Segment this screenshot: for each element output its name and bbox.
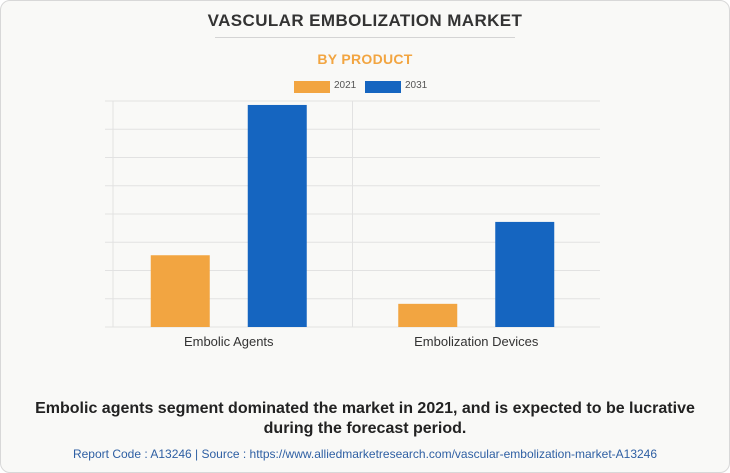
x-tick-label: Embolic Agents xyxy=(184,334,274,349)
legend-label-2021: 2021 xyxy=(334,80,357,91)
bar-2021-embolization-devices xyxy=(398,303,458,327)
x-tick-label: Embolization Devices xyxy=(414,334,539,349)
bar-2021-embolic-agents xyxy=(150,255,210,327)
legend-swatch-2031 xyxy=(365,81,401,93)
legend: 2021 2031 xyxy=(0,79,730,95)
chart-title: VASCULAR EMBOLIZATION MARKET xyxy=(207,11,523,30)
chart-subtitle: BY PRODUCT xyxy=(317,51,413,67)
x-axis-labels: Embolic Agents Embolization Devices xyxy=(184,334,539,349)
bar-2031-embolization-devices xyxy=(495,221,555,327)
title-divider xyxy=(215,37,515,38)
source-footer[interactable]: Report Code : A13246 | Source : https://… xyxy=(72,447,658,461)
bars xyxy=(150,104,555,327)
chart-caption: Embolic agents segment dominated the mar… xyxy=(35,400,695,437)
bar-2031-embolic-agents xyxy=(247,104,307,327)
legend-label-2031: 2031 xyxy=(405,80,428,91)
legend-swatch-2021 xyxy=(294,81,330,93)
